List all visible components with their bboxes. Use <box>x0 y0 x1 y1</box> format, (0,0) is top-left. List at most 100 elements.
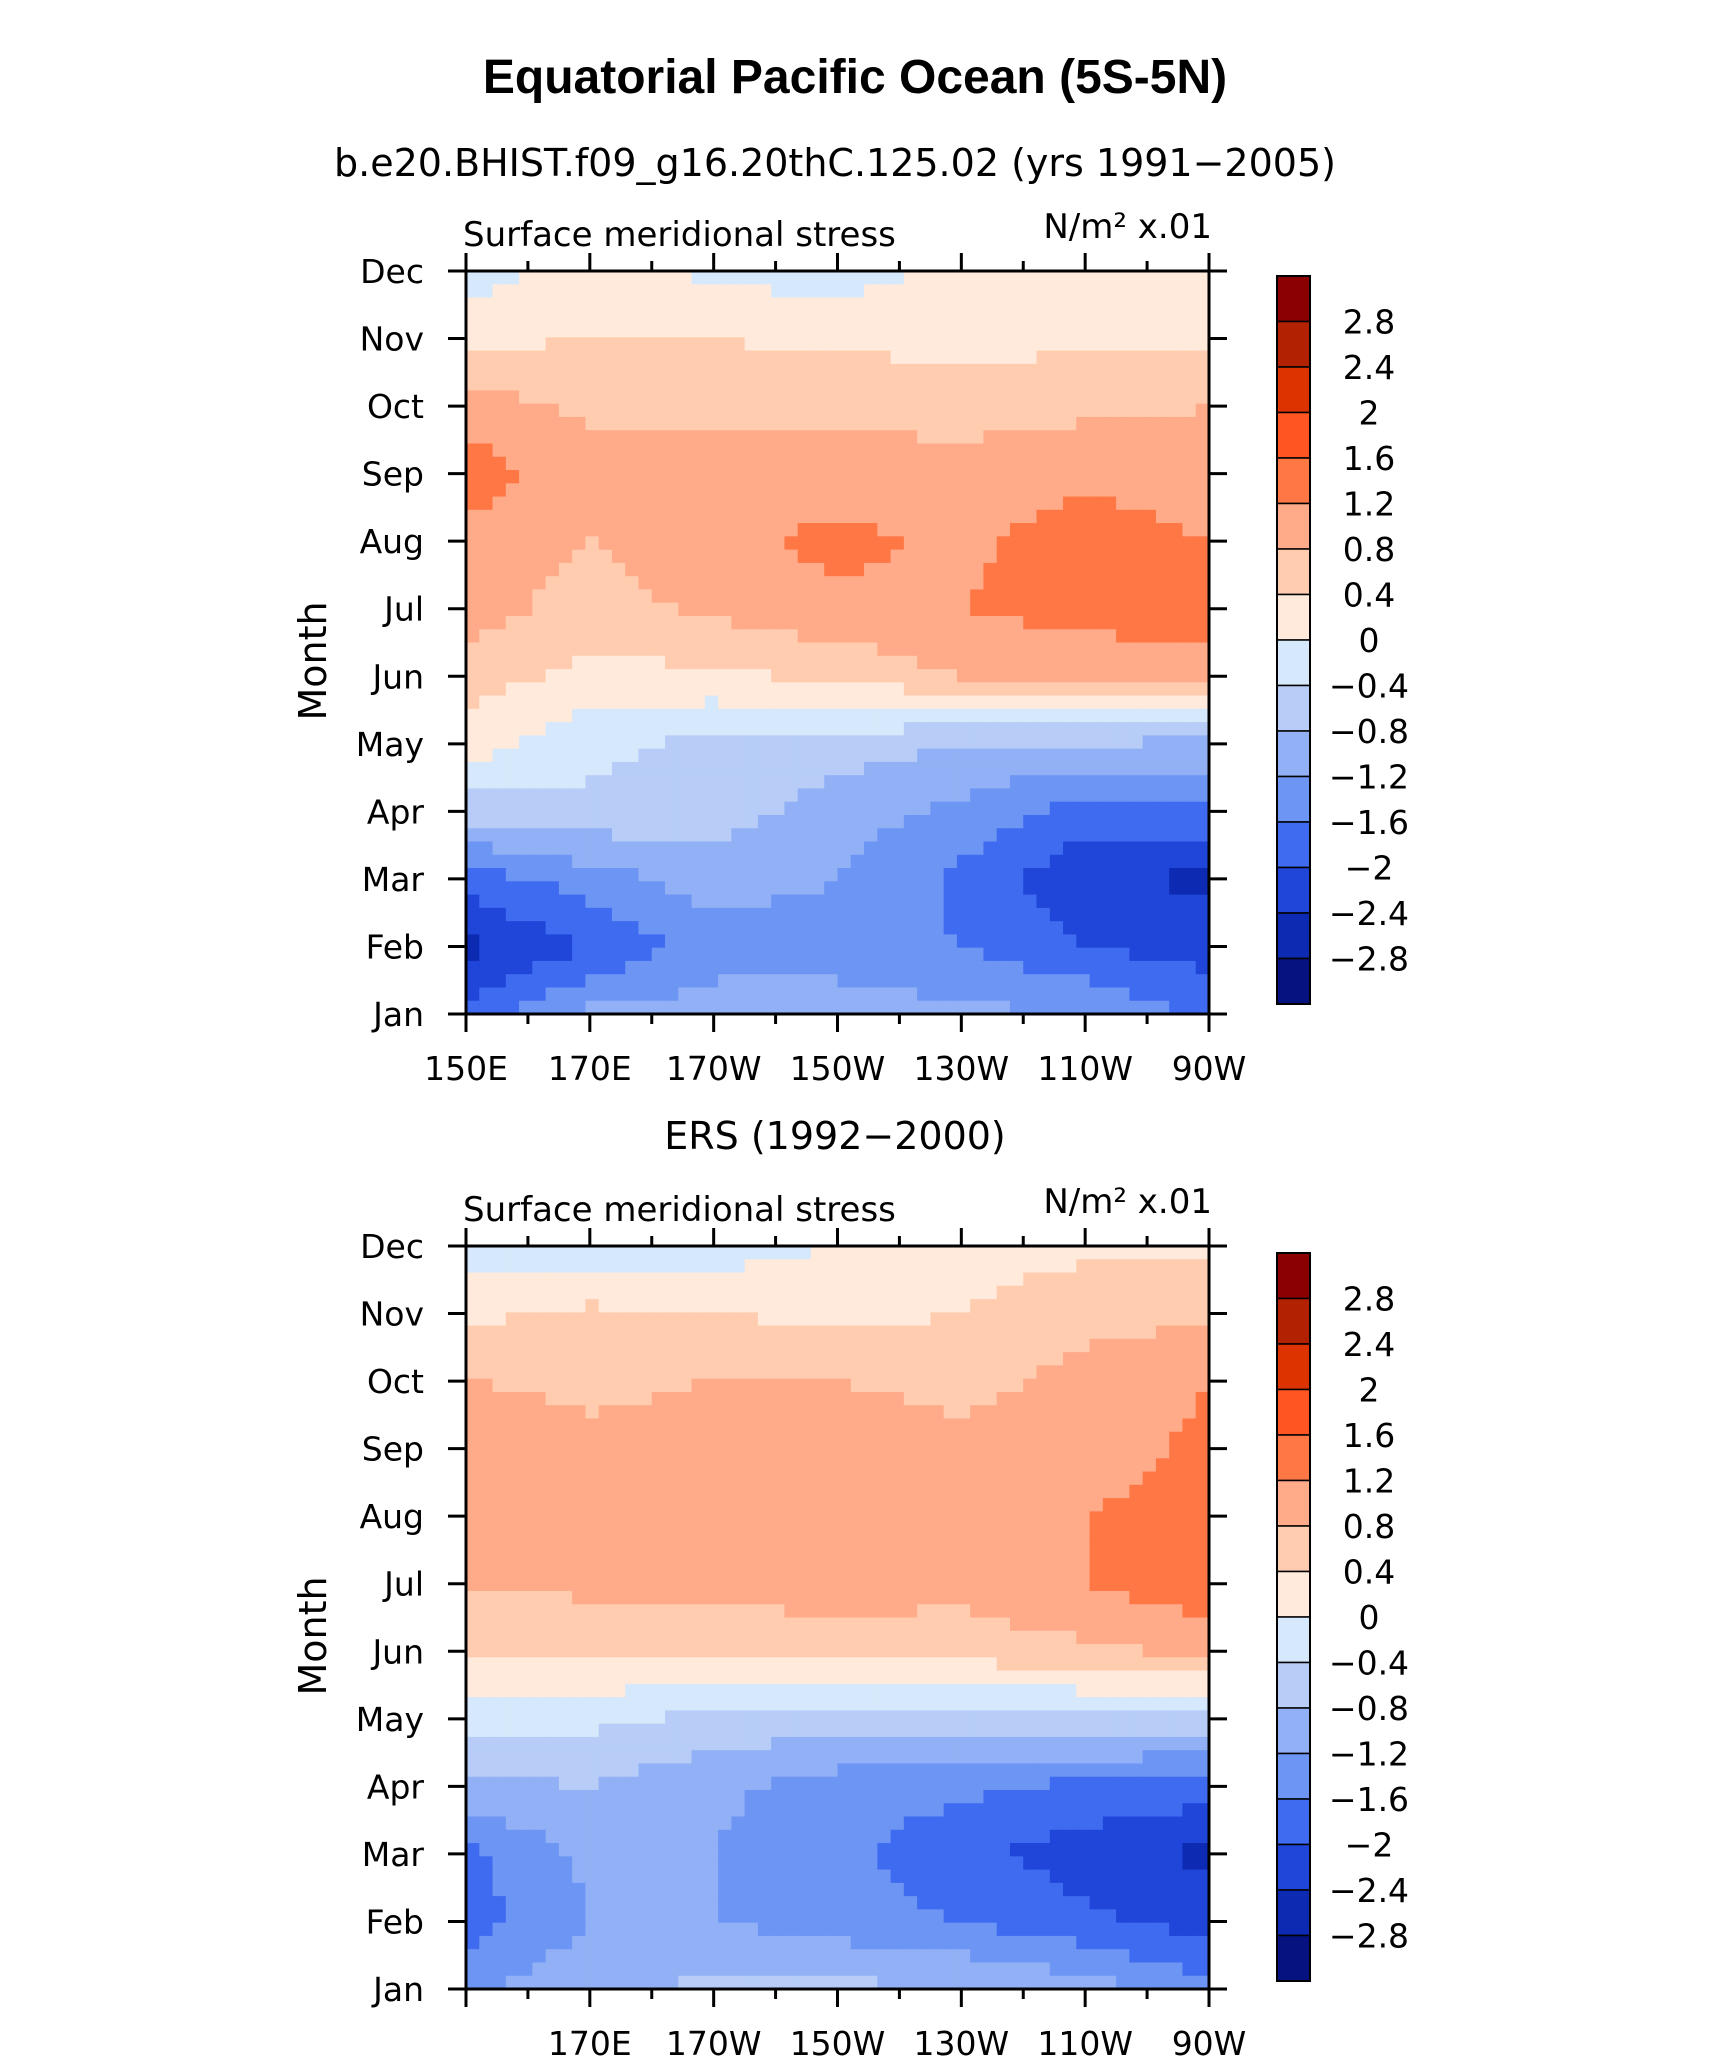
contour-cell <box>1063 562 1077 577</box>
contour-cell <box>771 629 786 644</box>
contour-cell <box>585 377 600 392</box>
contour-cell <box>678 960 693 975</box>
contour-cell <box>519 1312 533 1327</box>
contour-cell <box>519 549 533 564</box>
contour-cell <box>864 562 878 577</box>
contour-cell <box>492 1537 507 1552</box>
contour-cell <box>691 1000 706 1015</box>
contour-cell <box>917 868 931 882</box>
contour-cell <box>996 1644 1011 1658</box>
contour-cell <box>970 310 985 325</box>
contour-cell <box>1129 1577 1144 1592</box>
contour-cell <box>1089 881 1104 896</box>
contour-cell <box>558 814 573 829</box>
contour-cell <box>585 695 600 710</box>
contour-cell <box>1155 430 1170 445</box>
contour-cell <box>1089 1325 1104 1340</box>
contour-cell <box>943 748 958 763</box>
variable-label: Surface meridional stress <box>463 1190 896 1230</box>
contour-cell <box>810 854 825 869</box>
contour-cell <box>665 562 679 577</box>
contour-cell <box>492 1445 507 1459</box>
contour-cell <box>996 1378 1011 1393</box>
contour-cell <box>665 1471 679 1486</box>
contour-cell <box>996 602 1011 617</box>
contour-cell <box>970 470 985 484</box>
contour-cell <box>731 271 746 285</box>
contour-cell <box>545 390 560 405</box>
contour-cell <box>890 416 905 431</box>
contour-cell <box>545 801 560 816</box>
contour-cell <box>1089 1391 1104 1406</box>
contour-cell <box>572 1000 587 1015</box>
colorbar-swatch <box>1276 457 1311 505</box>
contour-cell <box>1009 1590 1024 1605</box>
contour-cell <box>1036 655 1051 670</box>
contour-cell <box>943 655 958 670</box>
contour-cell <box>704 722 719 736</box>
contour-cell <box>757 735 772 750</box>
contour-cell <box>704 775 719 790</box>
contour-cell <box>678 1564 693 1579</box>
contour-cell <box>505 1617 520 1632</box>
contour-cell <box>1102 416 1117 431</box>
contour-cell <box>505 655 520 670</box>
contour-cell <box>1036 403 1051 418</box>
contour-cell <box>1155 1458 1170 1473</box>
contour-cell <box>598 934 613 949</box>
contour-cell <box>771 814 786 829</box>
contour-cell <box>784 1418 799 1433</box>
contour-cell <box>797 1617 812 1632</box>
contour-cell <box>930 297 945 312</box>
contour-cell <box>1155 284 1170 299</box>
contour-cell <box>625 629 640 644</box>
contour-cell <box>824 509 839 524</box>
contour-cell <box>1023 1352 1038 1367</box>
contour-cell <box>1009 1285 1024 1300</box>
contour-cell <box>970 1352 985 1367</box>
contour-cell <box>598 602 613 617</box>
contour-cell <box>1142 907 1157 922</box>
contour-cell <box>970 363 985 378</box>
contour-cell <box>1182 337 1197 352</box>
contour-cell <box>466 456 480 471</box>
contour-cell <box>757 363 772 378</box>
contour-cell <box>691 284 706 299</box>
contour-cell <box>797 589 812 604</box>
contour-cell <box>996 761 1011 776</box>
contour-cell <box>731 1352 746 1367</box>
contour-cell <box>1129 1644 1144 1658</box>
contour-cell <box>917 761 931 776</box>
contour-cell <box>505 921 520 935</box>
contour-cell <box>956 602 971 617</box>
contour-cell <box>956 814 971 829</box>
contour-cell <box>691 562 706 577</box>
contour-cell <box>1063 907 1077 922</box>
contour-cell <box>1076 284 1091 299</box>
contour-cell <box>1102 1365 1117 1380</box>
contour-cell <box>744 881 759 896</box>
contour-cell <box>1116 748 1130 763</box>
contour-cell <box>691 1272 706 1287</box>
contour-cell <box>917 695 931 710</box>
contour-cell <box>757 960 772 975</box>
contour-cell <box>784 960 799 975</box>
contour-cell <box>810 377 825 392</box>
contour-cell <box>1023 403 1038 418</box>
contour-cell <box>1076 310 1091 325</box>
contour-cell <box>877 1524 892 1539</box>
contour-cell <box>731 337 746 352</box>
contour-cell <box>704 297 719 312</box>
contour-cell <box>917 549 931 564</box>
contour-cell <box>903 629 918 644</box>
contour-cell <box>824 669 839 683</box>
contour-cell <box>877 801 892 816</box>
contour-cell <box>678 310 693 325</box>
contour-cell <box>519 947 533 962</box>
contour-cell <box>638 1285 653 1300</box>
contour-cell <box>1063 1405 1077 1420</box>
contour-cell <box>545 284 560 299</box>
contour-cell <box>651 456 666 471</box>
contour-cell <box>903 1338 918 1353</box>
contour-cell <box>598 324 613 338</box>
